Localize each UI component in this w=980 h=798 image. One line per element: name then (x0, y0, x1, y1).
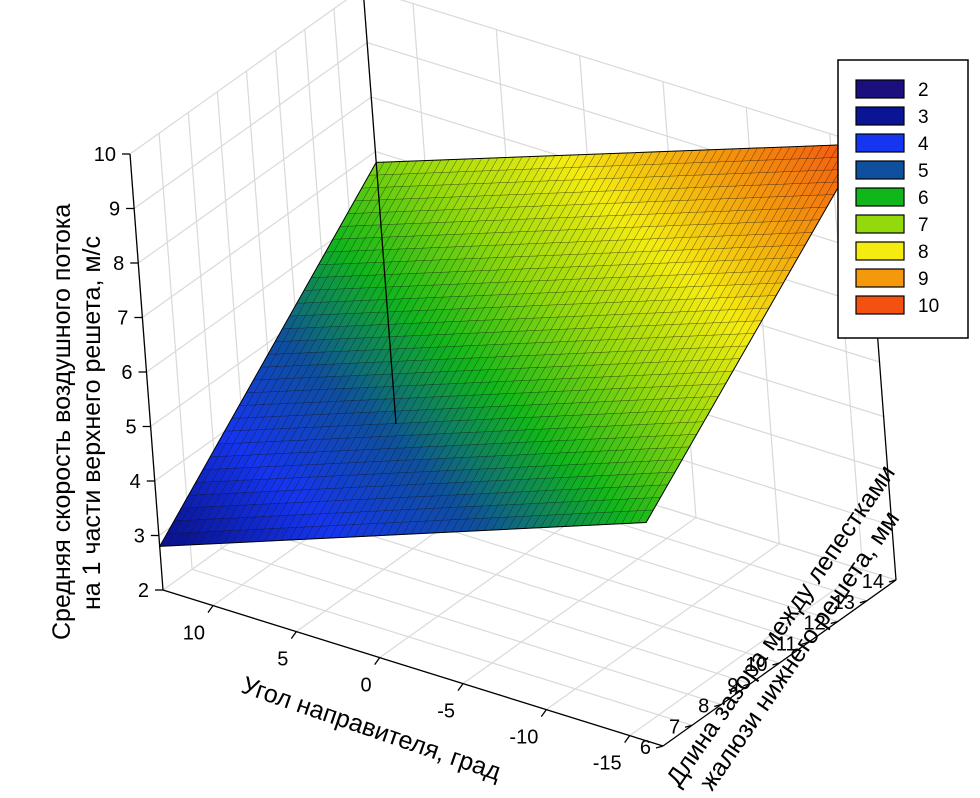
y-tick-label: 8 (698, 696, 709, 718)
legend-swatch-5 (855, 160, 905, 180)
z-tick-label: 2 (138, 580, 149, 602)
z-tick-label: 7 (117, 308, 128, 330)
z-tick-label: 6 (121, 362, 132, 384)
legend-swatch-7 (855, 214, 905, 234)
x-tick-label: 10 (183, 623, 205, 645)
legend-swatch-8 (855, 241, 905, 261)
legend-swatch-9 (855, 268, 905, 288)
y-tick-label: 9 (727, 675, 738, 697)
legend-label-8: 8 (918, 242, 929, 263)
y-tick-mark (859, 600, 868, 604)
legend-label-10: 10 (918, 296, 939, 317)
legend-swatch-2 (855, 79, 905, 99)
x-tick-label: 0 (361, 675, 372, 697)
y-tick-label: 6 (640, 737, 651, 759)
y-tick-mark (888, 579, 897, 583)
y-tick-label: 10 (745, 654, 767, 676)
legend-swatch-3 (855, 106, 905, 126)
x-tick-mark (540, 709, 547, 717)
y-tick-mark (684, 724, 693, 728)
z-axis-title-line-2: на 1 части верхнего решета, м/с (78, 236, 106, 610)
x-tick-label: -10 (509, 727, 538, 749)
y-tick-mark (801, 641, 809, 645)
x-tick-label: -15 (593, 753, 622, 775)
y-tick-label: 12 (804, 613, 826, 635)
y-tick-label: 7 (669, 716, 680, 738)
x-tick-mark (624, 735, 631, 743)
legend-swatch-4 (855, 133, 905, 153)
legend-label-5: 5 (918, 161, 929, 182)
legend-swatch-6 (855, 187, 905, 207)
legend-label-9: 9 (918, 269, 929, 290)
x-tick-mark (457, 683, 464, 691)
x-tick-mark (290, 631, 297, 639)
z-tick-label: 9 (109, 199, 120, 221)
legend: 2 3 4 5 6 7 8 9 10 (837, 59, 969, 339)
y-tick-label: 11 (776, 633, 797, 655)
legend-label-2: 2 (918, 80, 929, 101)
legend-swatch-10 (855, 295, 905, 315)
gridline-z (129, 0, 864, 155)
surface-layer (158, 143, 864, 547)
y-tick-mark (655, 745, 664, 749)
y-tick-label: 13 (833, 592, 855, 614)
x-tick-label: 5 (277, 649, 288, 671)
z-tick-label: 4 (130, 471, 141, 493)
legend-label-4: 4 (918, 134, 929, 155)
legend-label-7: 7 (918, 215, 929, 236)
legend-label-3: 3 (918, 107, 929, 128)
y-axis-title-line-2: жалюзи нижнего решета, мм (694, 506, 905, 796)
x-tick-label: -5 (437, 701, 455, 723)
y-tick-mark (830, 620, 838, 625)
z-tick-label: 3 (134, 526, 145, 548)
box-edge-3 (363, 0, 397, 425)
z-tick-label: 8 (113, 253, 124, 275)
x-tick-mark (374, 657, 381, 665)
z-axis-title-line-1: Средняя скорость воздушного потока (48, 204, 76, 640)
gridline-y (187, 112, 722, 706)
z-tick-label: 5 (126, 417, 137, 439)
legend-label-6: 6 (918, 188, 929, 209)
z-tick-label: 10 (94, 144, 116, 166)
y-tick-mark (743, 683, 751, 687)
y-tick-label: 14 (862, 571, 884, 593)
y-axis-title-line-1: Длина зазора между лепестками (661, 460, 901, 792)
x-tick-mark (207, 605, 214, 613)
box-edge-1 (162, 589, 664, 747)
y-tick-mark (772, 662, 780, 666)
y-tick-mark (714, 703, 722, 708)
gridline-y (158, 133, 693, 726)
